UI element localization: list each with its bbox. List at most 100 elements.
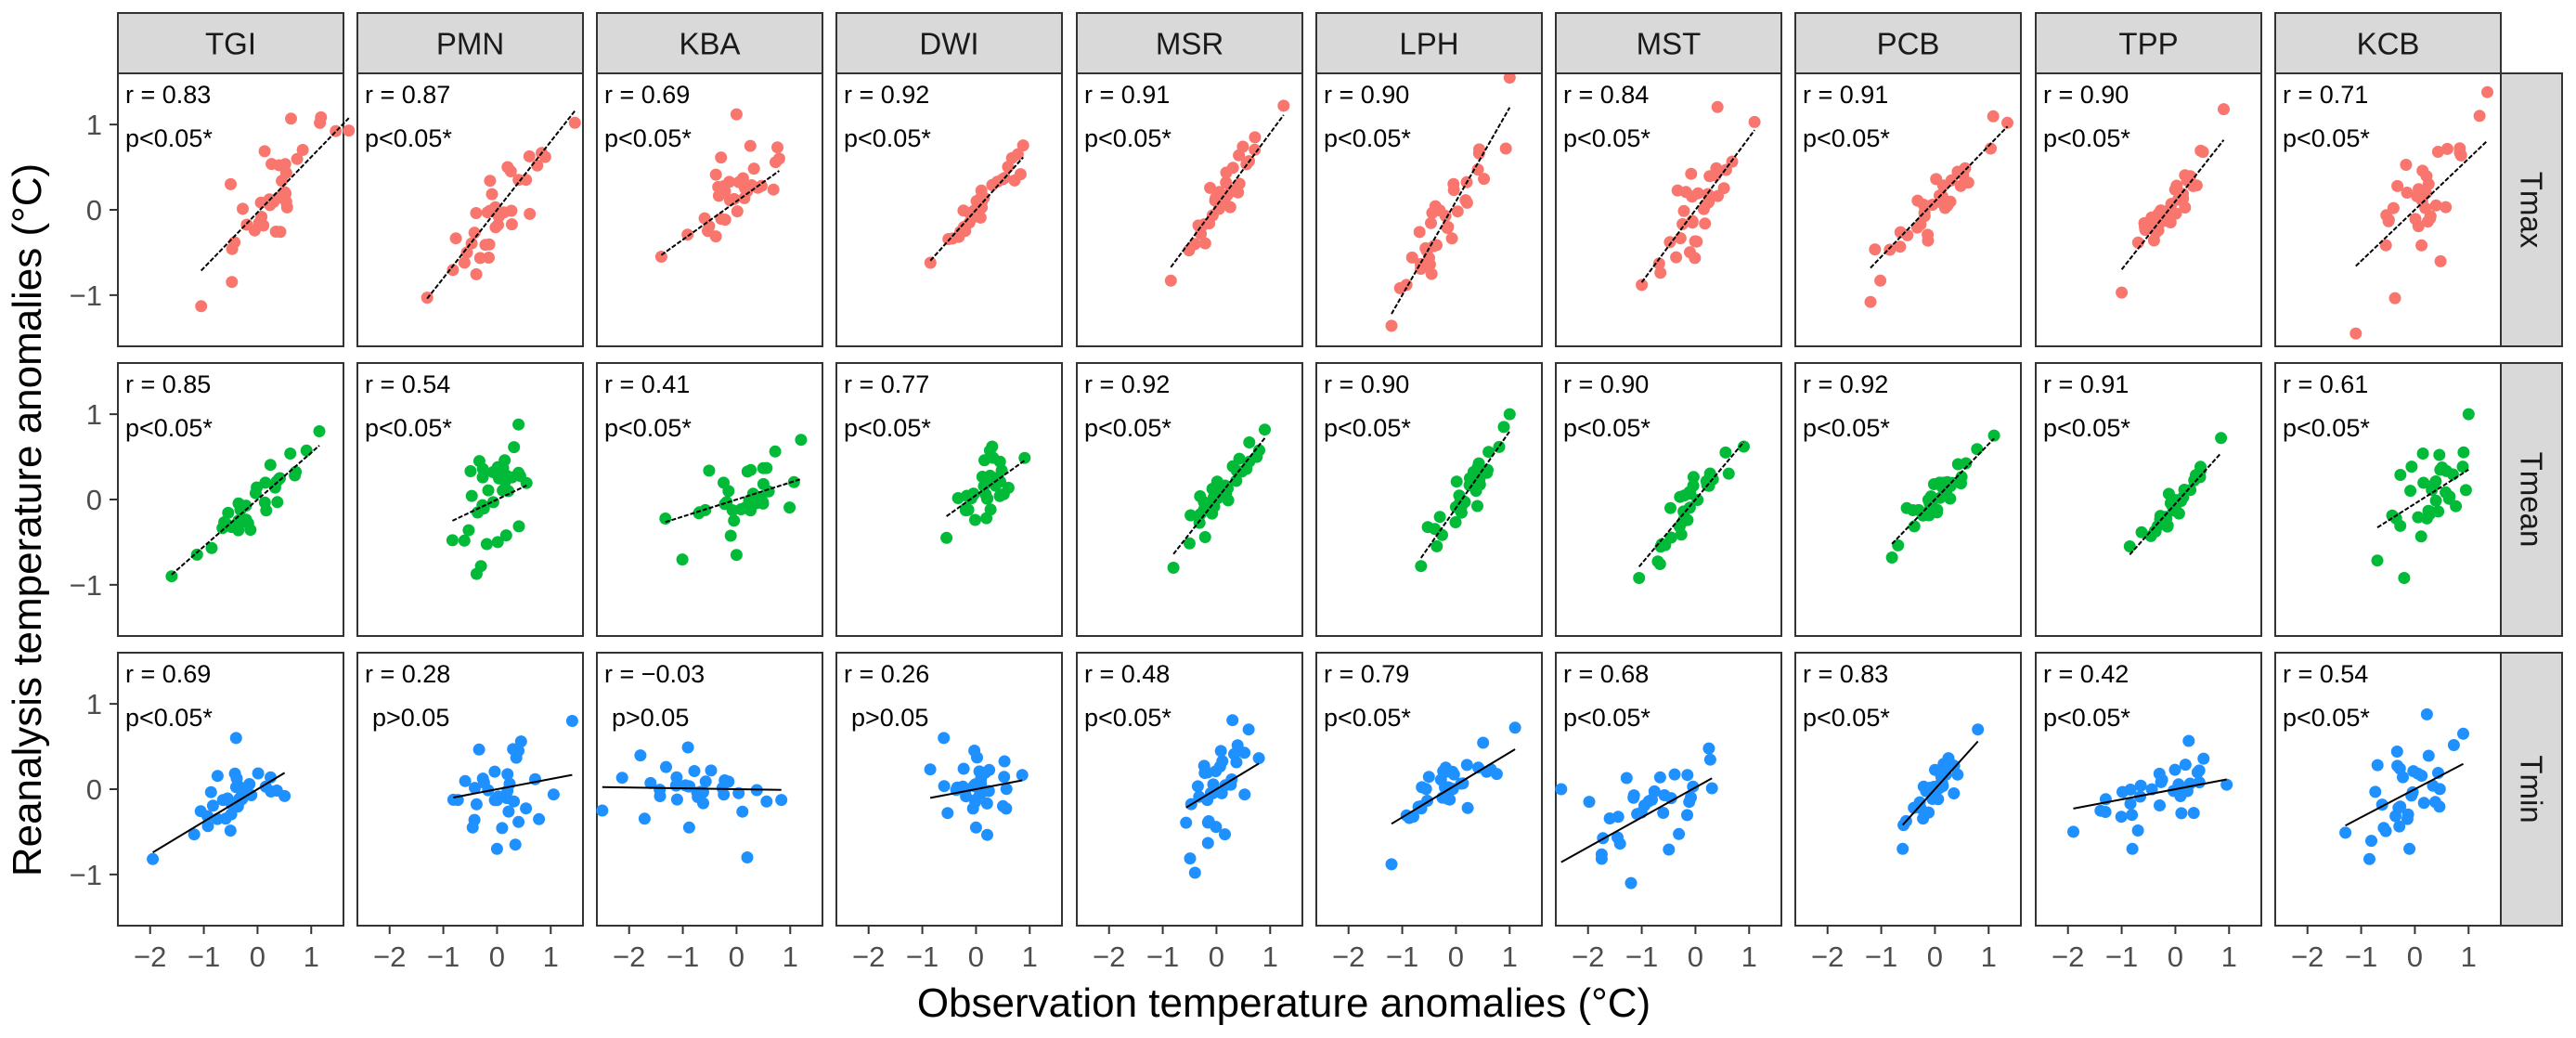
r-label: r = 0.79 <box>1324 660 1409 688</box>
data-point <box>2371 759 2384 772</box>
data-point <box>767 183 780 196</box>
data-point <box>941 807 954 820</box>
panel-frame <box>356 72 584 347</box>
data-point <box>1681 769 1694 782</box>
data-point <box>1450 475 1463 488</box>
data-point <box>751 181 764 194</box>
data-point <box>1555 783 1568 796</box>
x-tick-label: −2 <box>1811 941 1844 973</box>
p-label: p<0.05* <box>1084 704 1171 732</box>
data-point <box>1687 471 1700 484</box>
data-point <box>2154 799 2166 811</box>
regression-line <box>426 110 576 300</box>
data-point <box>984 469 997 482</box>
data-point <box>2220 778 2233 791</box>
regression-line <box>200 117 350 272</box>
axes-layer: −1 0 1 −1 0 1 −1 0 1 −2 −1 0 1 −2 −1 0 1 −2 −1 0 1 −2 −1 0 1 −2 −1… <box>70 109 2477 973</box>
data-point <box>300 444 313 457</box>
data-point <box>2131 236 2144 249</box>
data-point <box>1663 843 1676 856</box>
data-point <box>2168 763 2181 776</box>
strip-kba <box>596 12 823 74</box>
data-point <box>472 743 485 756</box>
data-point <box>447 264 460 277</box>
panel-frame <box>1555 72 1782 347</box>
data-point <box>330 124 343 137</box>
data-point <box>485 188 498 201</box>
panel-tmean-pmn: r = 0.54 p<0.05* <box>356 362 584 637</box>
data-point <box>459 774 472 787</box>
data-point <box>1454 502 1467 515</box>
data-point <box>280 201 293 214</box>
data-point <box>465 489 478 502</box>
data-point <box>783 501 796 514</box>
regression-line <box>1391 107 1511 315</box>
data-point <box>2417 476 2430 489</box>
data-point <box>2067 825 2079 838</box>
data-point <box>284 448 297 460</box>
panel-frame <box>596 72 823 347</box>
data-point <box>997 799 1009 812</box>
data-point <box>986 178 999 191</box>
data-point <box>2409 213 2422 226</box>
regression-line <box>2120 139 2225 270</box>
data-point <box>1987 110 2000 123</box>
data-point <box>2193 764 2206 777</box>
data-point <box>1677 204 1690 217</box>
data-point <box>1192 219 1205 232</box>
regression-line <box>2073 778 2227 810</box>
data-point <box>512 520 525 533</box>
data-point <box>718 476 730 489</box>
data-point <box>1210 821 1223 834</box>
p-label: p<0.05* <box>1563 124 1650 152</box>
data-point <box>252 767 265 780</box>
p-label: p<0.05* <box>1563 704 1650 732</box>
data-point <box>206 799 219 812</box>
regression-line <box>929 779 1023 799</box>
data-point <box>1931 506 1944 519</box>
data-point <box>2190 179 2203 192</box>
data-point <box>2151 520 2164 533</box>
data-point <box>757 461 770 474</box>
strip-label-tmean: Tmean <box>2515 452 2549 548</box>
data-point <box>449 232 462 245</box>
data-point <box>1936 179 1949 192</box>
data-point <box>654 251 667 263</box>
data-point <box>565 715 578 727</box>
panel-tmean-tpp: r = 0.91 p<0.05* <box>2035 362 2262 637</box>
data-point <box>2388 292 2401 305</box>
data-point <box>499 529 512 542</box>
panel-frame <box>1076 652 1303 927</box>
data-point <box>1233 149 1246 162</box>
data-point <box>1230 756 1243 769</box>
data-point <box>1690 235 1703 248</box>
data-point <box>682 821 695 834</box>
strip-label-kba: KBA <box>679 27 740 61</box>
x-tick-label: −1 <box>1146 941 1179 973</box>
data-point <box>670 793 683 806</box>
regression-line <box>451 484 527 522</box>
data-point <box>596 804 609 817</box>
x-tick-label: −2 <box>373 941 406 973</box>
x-tick-label: −1 <box>2105 941 2138 973</box>
data-point <box>993 455 1006 468</box>
data-point <box>1971 443 1984 456</box>
data-point <box>968 745 981 757</box>
data-point <box>2184 484 2197 497</box>
panel-frame <box>1076 72 1303 347</box>
data-point <box>1204 181 1217 194</box>
data-point <box>1972 723 1985 736</box>
data-point <box>484 175 497 188</box>
r-label: r = 0.91 <box>1084 81 1170 109</box>
data-point <box>1433 511 1446 524</box>
panel-tmin-tpp: r = 0.42 p<0.05* <box>2035 652 2262 927</box>
data-point <box>1238 788 1251 801</box>
panel-tmean-msr: r = 0.92 p<0.05* <box>1076 362 1303 637</box>
data-point <box>1180 816 1193 829</box>
panel-frame <box>117 362 344 637</box>
p-label: p<0.05* <box>125 414 213 442</box>
data-point <box>2193 776 2206 789</box>
data-point <box>502 805 515 818</box>
data-point <box>2434 254 2447 267</box>
data-point <box>1702 197 1715 210</box>
